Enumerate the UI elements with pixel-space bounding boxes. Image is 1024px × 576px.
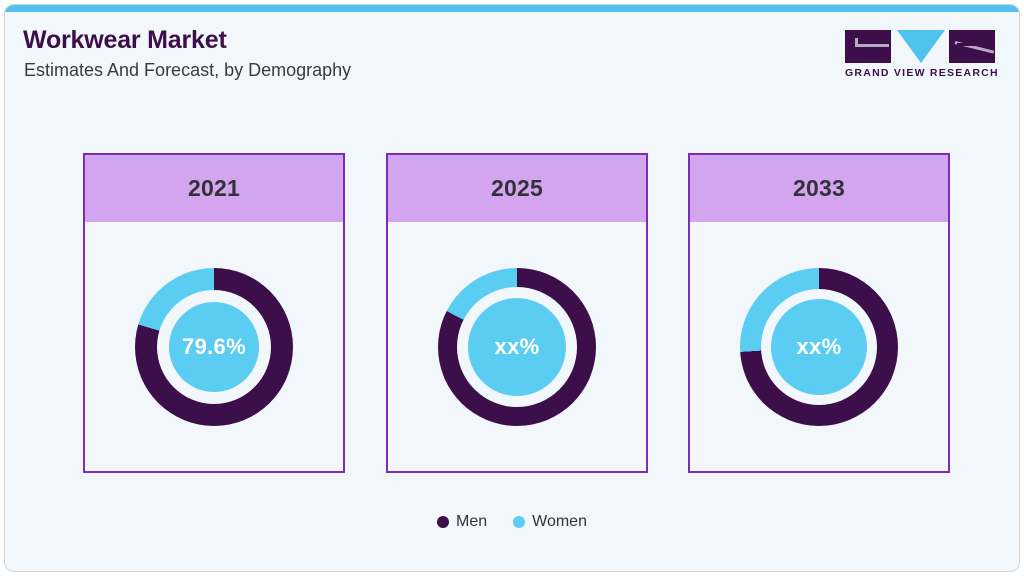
donut-card-2021: 2021 79.6% bbox=[83, 153, 345, 473]
card-header-2033: 2033 bbox=[690, 155, 948, 222]
logo-marks bbox=[845, 30, 995, 63]
card-body-2025: xx% bbox=[388, 222, 646, 471]
donut-card-group: 2021 79.6% 2025 bbox=[5, 153, 1019, 475]
donut-card-2025: 2025 xx% bbox=[386, 153, 648, 473]
donut-center-label: 79.6% bbox=[182, 333, 246, 359]
donut-chart-2025: xx% bbox=[438, 267, 596, 426]
logo-r-mask bbox=[957, 43, 995, 46]
header: Workwear Market Estimates And Forecast, … bbox=[5, 12, 1019, 107]
donut-wrapper-2021: 79.6% bbox=[135, 267, 293, 426]
donut-chart-2033: xx% bbox=[740, 267, 898, 426]
content-frame: Workwear Market Estimates And Forecast, … bbox=[4, 4, 1020, 572]
donut-card-2033: 2033 xx% bbox=[688, 153, 950, 473]
legend: Men Women bbox=[5, 513, 1019, 531]
donut-center-bubble-2025: xx% bbox=[468, 297, 566, 396]
logo-v-icon bbox=[897, 30, 945, 63]
card-year-label: 2021 bbox=[188, 175, 240, 201]
card-year-label: 2033 bbox=[793, 175, 845, 201]
legend-swatch-icon bbox=[513, 516, 526, 528]
card-header-2025: 2025 bbox=[388, 155, 646, 222]
donut-chart-2021: 79.6% bbox=[135, 267, 293, 426]
legend-item-men: Men bbox=[437, 513, 487, 531]
top-accent-bar bbox=[5, 5, 1019, 12]
donut-wrapper-2025: xx% bbox=[438, 267, 596, 426]
legend-item-women: Women bbox=[513, 513, 587, 531]
logo-g-notch bbox=[855, 38, 889, 47]
card-year-label: 2025 bbox=[491, 175, 543, 201]
card-header-2021: 2021 bbox=[85, 155, 343, 222]
card-body-2021: 79.6% bbox=[85, 222, 343, 471]
card-body-2033: xx% bbox=[690, 222, 948, 471]
logo-wordmark: GRAND VIEW RESEARCH bbox=[845, 67, 999, 79]
logo-g-icon bbox=[845, 30, 891, 63]
logo-r-icon bbox=[949, 30, 995, 63]
grand-view-research-logo: GRAND VIEW RESEARCH bbox=[845, 30, 999, 86]
donut-center-label: xx% bbox=[796, 333, 842, 359]
legend-swatch-icon bbox=[437, 516, 450, 528]
legend-label: Women bbox=[532, 513, 587, 530]
donut-center-bubble-2021: 79.6% bbox=[169, 301, 259, 392]
donut-center-bubble-2033: xx% bbox=[771, 298, 867, 395]
page-title: Workwear Market bbox=[23, 26, 227, 54]
donut-center-label: xx% bbox=[494, 333, 540, 359]
legend-label: Men bbox=[456, 513, 488, 530]
page-subtitle: Estimates And Forecast, by Demography bbox=[24, 60, 352, 80]
donut-wrapper-2033: xx% bbox=[740, 267, 898, 426]
